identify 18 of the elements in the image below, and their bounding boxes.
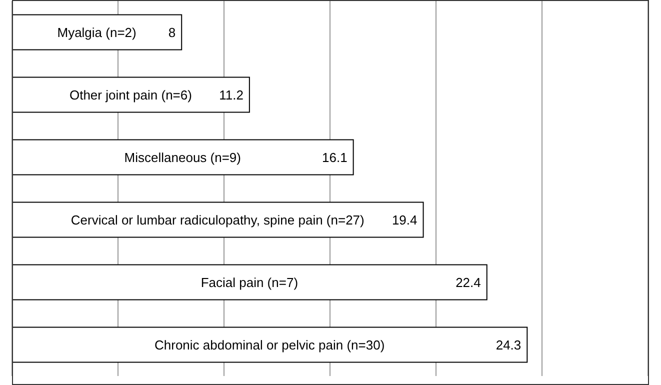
y-tick-label: Myalgia (n=2) bbox=[57, 24, 136, 40]
y-tick-label: Chronic abdominal or pelvic pain (n=30) bbox=[154, 337, 385, 352]
bar bbox=[12, 202, 424, 238]
data-label: 19.4 bbox=[392, 212, 418, 228]
y-tick-label: Facial pain (n=7) bbox=[200, 274, 298, 290]
bar bbox=[12, 14, 182, 50]
y-tick-label: Other joint pain (n=6) bbox=[69, 87, 192, 102]
bar bbox=[12, 76, 250, 113]
data-label: 24.3 bbox=[496, 337, 522, 352]
bar bbox=[12, 139, 354, 176]
y-tick-label: Miscellaneous (n=9) bbox=[124, 150, 242, 165]
data-label: 8 bbox=[168, 24, 176, 40]
data-label: 22.4 bbox=[456, 274, 481, 290]
data-label: 11.2 bbox=[219, 87, 244, 102]
y-tick-label: Cervical or lumbar radiculopathy, spine pain (n=27) bbox=[70, 212, 364, 228]
data-label: 16.1 bbox=[322, 150, 348, 165]
bar bbox=[12, 326, 528, 363]
bar bbox=[12, 264, 488, 300]
